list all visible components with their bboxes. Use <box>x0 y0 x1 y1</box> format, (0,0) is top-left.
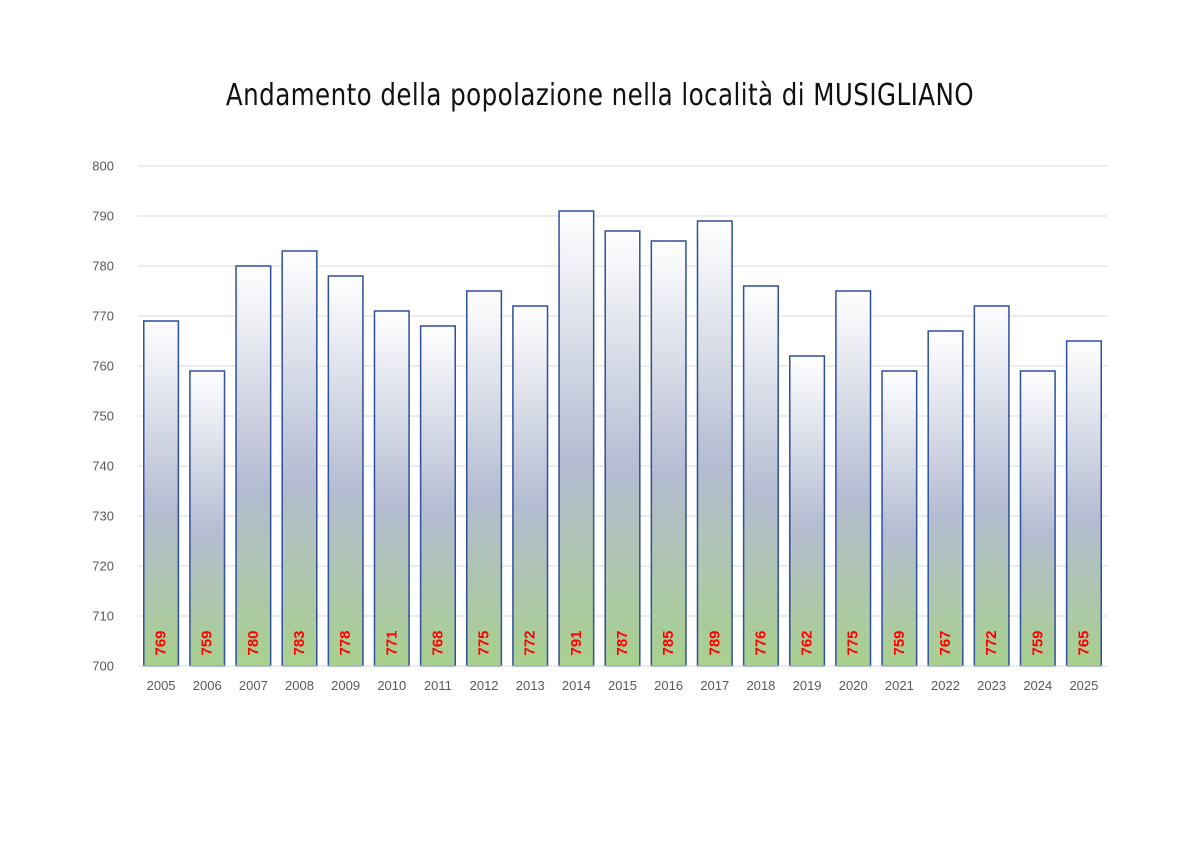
data-label: 791 <box>568 630 585 655</box>
data-label: 759 <box>1029 630 1046 655</box>
data-label: 769 <box>153 630 170 655</box>
data-label: 767 <box>937 630 954 655</box>
x-tick-label: 2006 <box>193 678 222 693</box>
x-axis: 2005 2006 2007 2008 2009 2010 2011 2012 2013 2014… <box>138 665 1107 693</box>
data-label: 787 <box>614 630 631 655</box>
y-tick-label: 760 <box>92 359 114 374</box>
bar <box>742 285 779 667</box>
x-tick-label: 2023 <box>977 678 1006 693</box>
bar <box>143 320 180 667</box>
bar <box>696 220 733 667</box>
y-tick-label: 770 <box>92 309 114 324</box>
x-tick-label: 2015 <box>608 678 637 693</box>
x-tick-label: 2008 <box>285 678 314 693</box>
bar <box>835 290 872 667</box>
chart-title: Andamento della popolazione nella locali… <box>225 78 975 113</box>
x-tick-label: 2014 <box>562 678 591 693</box>
bar <box>419 325 456 667</box>
y-tick-label: 780 <box>92 259 114 274</box>
x-tick-label: 2013 <box>516 678 545 693</box>
bar <box>235 265 272 667</box>
y-tick-label: 800 <box>92 159 114 174</box>
data-label: 768 <box>429 630 446 655</box>
bar <box>558 210 595 667</box>
bar <box>189 370 226 667</box>
x-tick-label: 2009 <box>331 678 360 693</box>
x-tick-label: 2005 <box>147 678 176 693</box>
bars: 769 759 780 783 778 771 768 775 772 791 787 785 789 7… <box>143 210 1102 667</box>
bar <box>973 305 1010 667</box>
y-tick-label: 790 <box>92 209 114 224</box>
y-tick-label: 720 <box>92 559 114 574</box>
data-label: 762 <box>799 630 816 655</box>
data-label: 783 <box>291 630 308 655</box>
data-label: 759 <box>199 630 216 655</box>
x-tick-label: 2010 <box>377 678 406 693</box>
x-tick-label: 2018 <box>746 678 775 693</box>
bar <box>281 250 318 667</box>
y-tick-label: 730 <box>92 509 114 524</box>
y-axis: 700 710 720 730 740 750 760 770 780 790 800 <box>92 159 114 674</box>
x-tick-label: 2024 <box>1023 678 1052 693</box>
y-tick-label: 700 <box>92 659 114 674</box>
bar <box>881 370 918 667</box>
bar <box>373 310 410 667</box>
y-tick-label: 740 <box>92 459 114 474</box>
data-label: 778 <box>337 630 354 655</box>
bar <box>1065 340 1102 667</box>
data-label: 775 <box>476 630 493 655</box>
x-tick-label: 2021 <box>885 678 914 693</box>
bar <box>327 275 364 667</box>
bar <box>927 330 964 667</box>
x-tick-label: 2019 <box>793 678 822 693</box>
data-label: 776 <box>752 630 769 655</box>
data-label: 772 <box>522 630 539 655</box>
x-tick-label: 2016 <box>654 678 683 693</box>
x-tick-label: 2020 <box>839 678 868 693</box>
data-label: 759 <box>891 630 908 655</box>
bar <box>789 355 826 667</box>
y-tick-label: 750 <box>92 409 114 424</box>
x-tick-label: 2022 <box>931 678 960 693</box>
bar <box>650 240 687 667</box>
x-tick-label: 2025 <box>1069 678 1098 693</box>
bar <box>466 290 503 667</box>
x-tick-label: 2012 <box>470 678 499 693</box>
x-tick-label: 2011 <box>424 678 452 693</box>
data-label: 785 <box>660 630 677 655</box>
bar <box>1019 370 1056 667</box>
data-label: 771 <box>383 630 400 655</box>
x-tick-label: 2017 <box>700 678 729 693</box>
x-tick-label: 2007 <box>239 678 268 693</box>
bar <box>512 305 549 667</box>
data-label: 780 <box>245 630 262 655</box>
bar <box>604 230 641 667</box>
data-label: 765 <box>1075 630 1092 655</box>
data-label: 772 <box>983 630 1000 655</box>
data-label: 789 <box>706 630 723 655</box>
y-tick-label: 710 <box>92 609 114 624</box>
data-label: 775 <box>845 630 862 655</box>
